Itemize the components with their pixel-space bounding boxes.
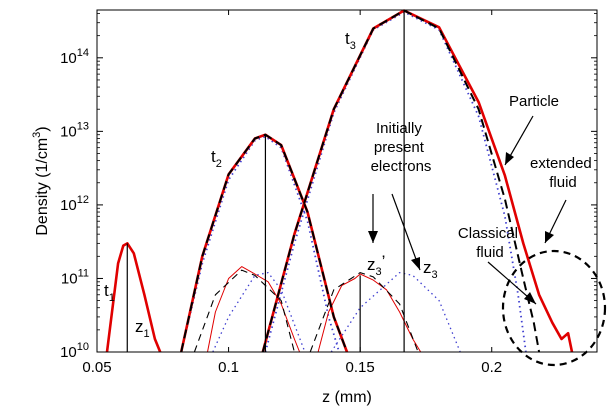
annot-z1: z1 [135, 317, 150, 340]
y-tick-label: 1011 [61, 267, 89, 287]
highlight-circle [501, 249, 607, 367]
annot-extended-fluid: extended fluid [530, 155, 596, 191]
annot-initial-electrons: Initially present electrons [371, 120, 432, 175]
y-tick-label: 1014 [60, 47, 89, 67]
arrowhead-particle [505, 152, 514, 165]
annot-t2: t2 [211, 147, 222, 170]
arrowhead-extended-fluid [545, 231, 554, 243]
series-initial-extended-curve-2 [309, 272, 419, 353]
y-tick-label: 1013 [60, 120, 89, 140]
x-tick-label: 0.1 [218, 359, 239, 376]
arrowhead-initial-electrons-right [411, 257, 420, 270]
annot-particle: Particle [509, 93, 559, 110]
y-axis-title: Density (1/cm3) [31, 126, 51, 235]
marker-layer [126, 10, 405, 352]
annot-classical-fluid: Classical fluid [458, 225, 522, 261]
arrow-initial-electrons-right [391, 193, 421, 271]
series-initial-particle-curve-2 [317, 273, 422, 353]
curve-layer [105, 9, 574, 353]
tick-layer [96, 10, 597, 353]
y-tick-label: 1010 [60, 341, 89, 361]
series-initial-classical-curve-2 [330, 271, 461, 353]
series-initial-extended-curve-1 [193, 269, 295, 353]
x-tick-label: 0.15 [346, 359, 375, 376]
series-classical-fluid-curve-1 [180, 135, 340, 353]
series-particle-curve-2 [179, 133, 349, 353]
annot-z3-prime: z3’ [367, 252, 385, 278]
series-extended-fluid-curve-1 [180, 133, 348, 353]
annot-t3: t3 [345, 29, 356, 52]
series-initial-particle-curve-1 [207, 266, 301, 353]
annot-t1: t1 [104, 281, 115, 304]
plot-frame [96, 9, 598, 353]
x-axis-title: z (mm) [322, 389, 372, 406]
series-classical-fluid-curve-2 [264, 11, 527, 353]
arrowhead-classical-fluid [524, 292, 536, 304]
x-tick-label: 0.2 [481, 359, 502, 376]
series-particle-curve-3 [261, 9, 574, 353]
series-extended-fluid-curve-2 [261, 9, 541, 353]
series-particle-curve-1 [105, 242, 162, 353]
y-tick-label: 1012 [60, 194, 89, 214]
annot-z3: z3 [423, 258, 438, 281]
x-tick-label: 0.05 [82, 359, 111, 376]
arrowhead-initial-electrons-left [368, 231, 378, 243]
tick-label-layer: 0.05 0.1 0.15 0.2 1010 1011 1012 1013 1014 [60, 47, 502, 376]
